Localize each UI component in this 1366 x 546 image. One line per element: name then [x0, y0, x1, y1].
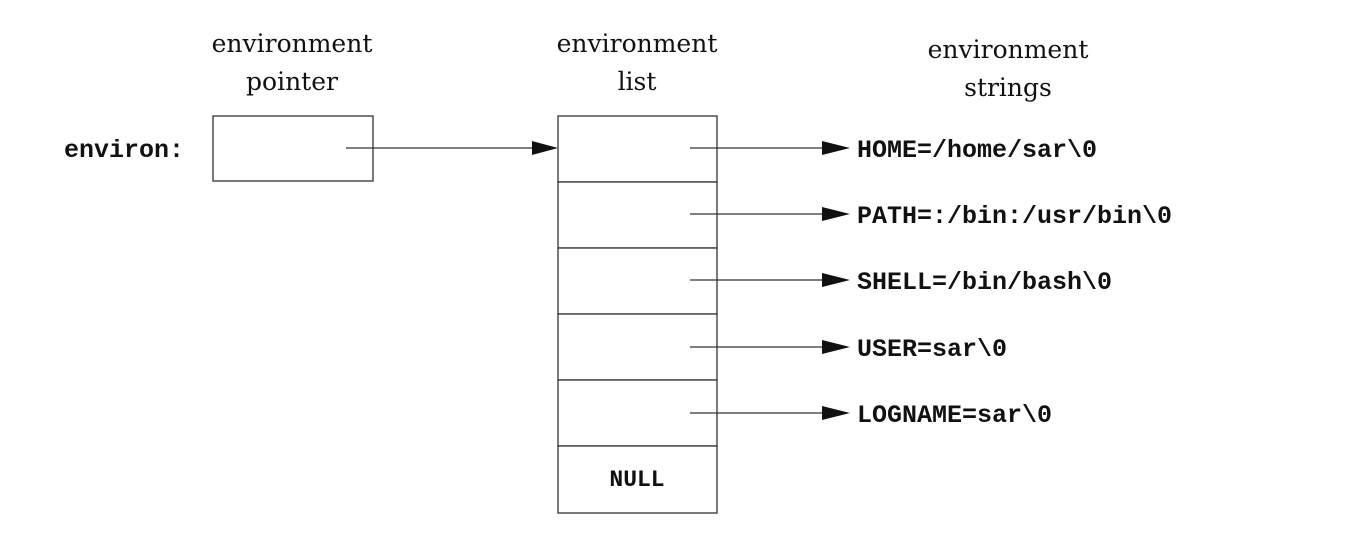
pointer-arrowhead — [532, 141, 558, 155]
list-cell — [557, 115, 718, 183]
list-cell — [557, 247, 718, 315]
env-string-logname: LOGNAME=sar\0 — [857, 401, 1052, 430]
string-arrowhead — [822, 340, 850, 354]
env-string-path: PATH=:/bin:/usr/bin\0 — [857, 202, 1172, 231]
string-arrowhead — [822, 141, 850, 155]
env-string-home: HOME=/home/sar\0 — [857, 136, 1097, 165]
env-string-shell: SHELL=/bin/bash\0 — [857, 268, 1112, 297]
list-caption: environment list — [557, 29, 718, 96]
null-label: NULL — [609, 467, 664, 493]
string-arrowhead — [822, 273, 850, 287]
string-arrowhead — [822, 406, 850, 420]
strings-caption-line-2: strings — [964, 73, 1052, 102]
pointer-caption-line-2: pointer — [246, 67, 338, 96]
environment-strings: HOME=/home/sar\0 PATH=:/bin:/usr/bin\0 S… — [857, 136, 1172, 430]
list-caption-line-1: environment — [557, 29, 718, 58]
string-arrows — [690, 141, 850, 420]
pointer-caption-line-1: environment — [212, 29, 373, 58]
list-cell — [557, 181, 718, 249]
pointer-caption: environment pointer — [212, 29, 373, 96]
environ-label: environ: — [64, 136, 184, 165]
list-cell-null — [557, 445, 718, 514]
strings-caption-line-1: environment — [928, 35, 1089, 64]
string-arrowhead — [822, 207, 850, 221]
env-string-user: USER=sar\0 — [857, 335, 1007, 364]
list-caption-line-2: list — [618, 67, 657, 96]
environment-list: NULL — [557, 115, 718, 514]
strings-caption: environment strings — [928, 35, 1089, 102]
